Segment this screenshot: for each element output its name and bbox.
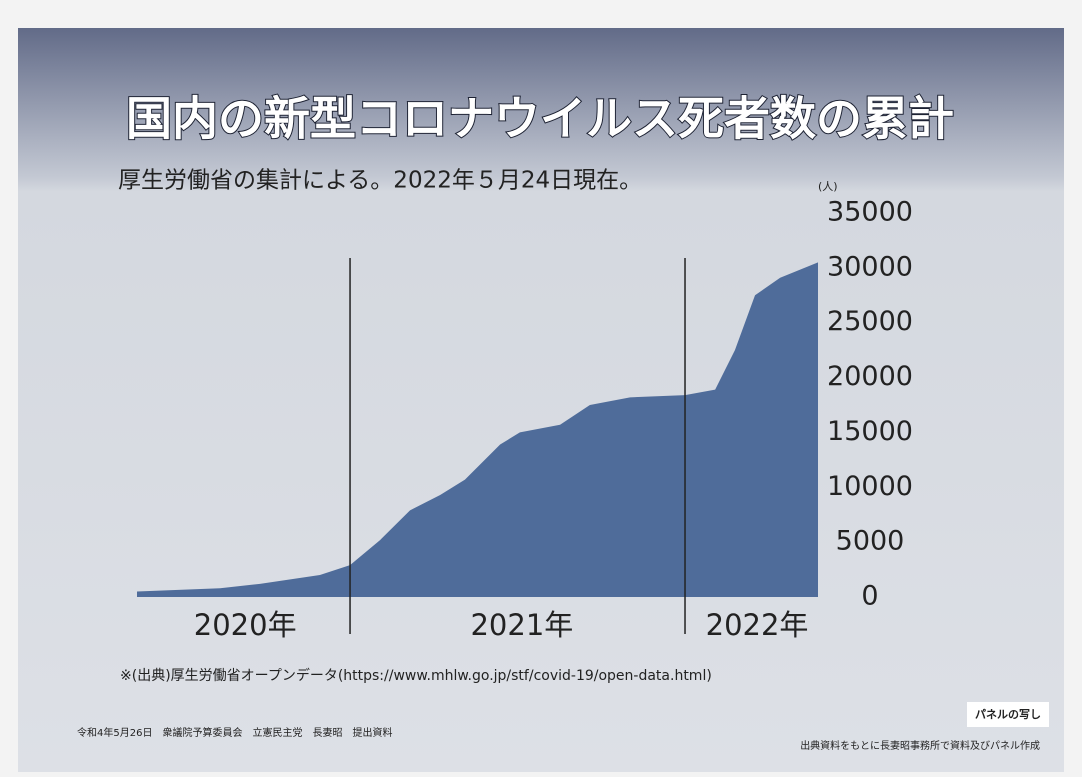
source-note: ※(出典)厚生労働省オープンデータ(https://www.mhlw.go.jp… [120,667,712,684]
y-tick-label: 30000 [827,251,913,282]
area [137,262,818,597]
x-tick-label: 2022年 [706,608,809,642]
y-tick-label: 15000 [827,416,913,447]
footer-right: 出典資料をもとに長妻昭事務所で資料及びパネル作成 [800,739,1040,752]
chart-subtitle: 厚生労働省の集計による。2022年５月24日現在。 [118,168,642,194]
y-unit: (人) [818,180,838,193]
chart-title: 国内の新型コロナウイルス死者数の累計 [126,92,954,146]
y-tick-label: 5000 [836,526,905,557]
badge-box [967,702,1049,727]
y-tick-label: 20000 [827,361,913,392]
footer-left: 令和4年5月26日 衆議院予算委員会 立憲民主党 長妻昭 提出資料 [77,726,392,739]
x-tick-label: 2021年 [470,608,573,642]
y-tick-label: 25000 [827,306,913,337]
y-tick-label: 35000 [827,197,913,228]
y-tick-label: 10000 [827,471,913,502]
x-tick-label: 2020年 [194,608,297,642]
panel-background [18,28,1064,772]
badge: パネルの写し [975,708,1041,721]
y-tick-label: 0 [861,581,878,612]
